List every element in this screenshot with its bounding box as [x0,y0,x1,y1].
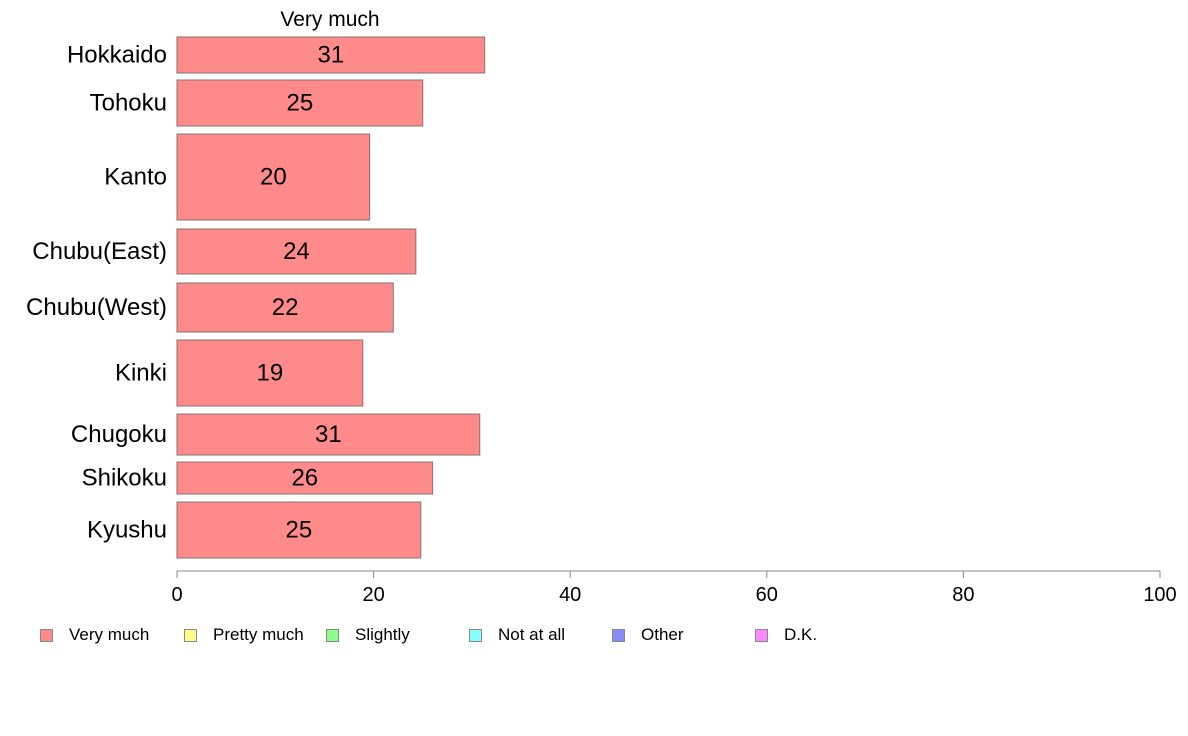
legend-label: Other [641,625,684,644]
value-label: 20 [260,164,287,191]
bar-hokkaido [176,36,486,74]
legend-label: Pretty much [213,625,304,644]
bar-chugoku [176,413,481,456]
value-label: 24 [283,238,310,265]
bar-kanto [176,133,371,221]
bar-chubu-east [176,228,417,275]
legend-item: D.K. [755,624,817,646]
value-label: 19 [257,360,284,387]
value-label: 25 [286,517,313,544]
legend-swatch [40,628,53,642]
x-tick-label: 0 [171,584,182,606]
legend-label: D.K. [784,625,818,644]
chart-title: Very much [280,8,379,31]
category-label: Chubu(East) [32,238,167,265]
category-label: Kyushu [87,517,167,544]
x-axis-ticks: 0 20 40 60 80 100 [171,571,1177,606]
category-label: Hokkaido [67,42,167,69]
bar-tohoku [176,79,424,127]
legend-item: Slightly [326,624,410,646]
value-label: 25 [287,90,314,117]
legend-swatch [755,628,768,642]
legend-swatch [184,628,197,642]
x-tick-label: 80 [952,584,974,606]
category-label: Chugoku [71,421,167,448]
legend: Very much Pretty much Slightly Not at all Ot… [0,624,1188,646]
x-tick-label: 40 [559,584,581,606]
legend-swatch [469,628,482,642]
category-labels: Hokkaido Tohoku Kanto Chubu(East) Chubu(West… [26,42,167,544]
legend-swatch [612,628,625,642]
bar-shikoku [176,461,434,495]
value-label: 26 [291,465,318,492]
legend-label: Slightly [355,625,410,644]
value-label: 31 [315,421,342,448]
x-tick-label: 60 [756,584,778,606]
x-tick-label: 20 [362,584,384,606]
bar-kinki [176,339,364,407]
value-label: 31 [317,42,344,69]
bars-group [176,36,486,559]
bar-kyushu [176,501,422,559]
category-label: Shikoku [82,465,167,492]
legend-item: Not at all [469,624,565,646]
legend-swatch [326,628,339,642]
category-label: Kinki [115,360,167,387]
value-label: 22 [272,294,299,321]
bar-chubu-west [176,282,394,333]
legend-item: Pretty much [184,624,304,646]
legend-label: Not at all [498,625,566,644]
category-label: Chubu(West) [26,294,167,321]
category-label: Kanto [104,164,167,191]
legend-item: Very much [40,624,149,646]
legend-label: Very much [69,625,150,644]
legend-item: Other [612,624,684,646]
category-label: Tohoku [90,90,167,117]
x-tick-label: 100 [1143,584,1176,606]
